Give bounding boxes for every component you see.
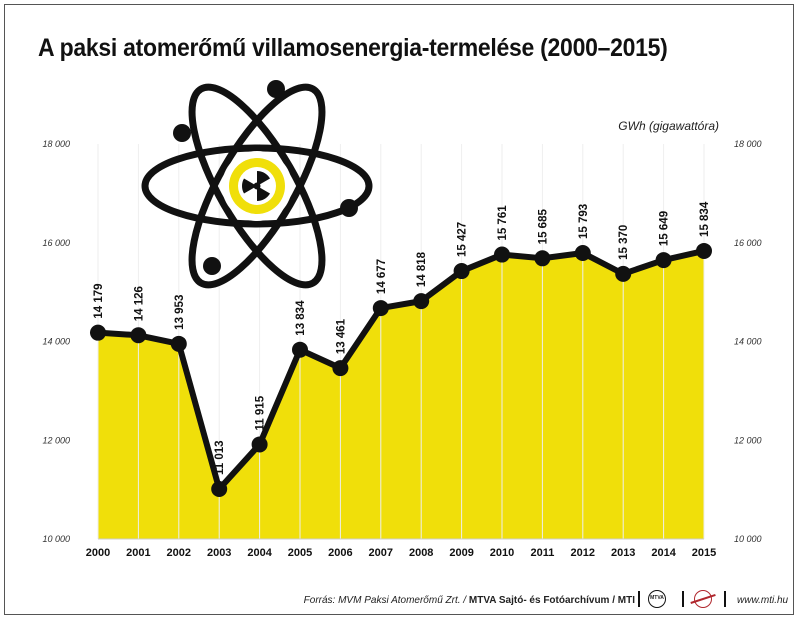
y-tick-label-left: 10 000 xyxy=(42,534,70,544)
y-tick-label-left: 16 000 xyxy=(42,238,70,248)
x-tick-label: 2014 xyxy=(651,547,676,559)
data-point xyxy=(534,250,551,267)
mtva-logo: MTVA xyxy=(648,590,666,608)
data-point xyxy=(292,341,308,358)
line-layer xyxy=(97,248,705,492)
data-point xyxy=(90,324,106,341)
atom-icon xyxy=(141,80,373,289)
x-tick-label: 2006 xyxy=(328,547,352,559)
value-label: 14 818 xyxy=(416,251,428,287)
mtva-logo-text: MTVA xyxy=(650,595,664,601)
x-tick-label: 2005 xyxy=(288,547,312,559)
x-tick-label: 2008 xyxy=(409,547,433,559)
y-tick-label-right: 18 000 xyxy=(734,139,762,149)
value-label: 13 834 xyxy=(295,300,307,336)
chart-title: A paksi atomerőmű villamosenergia-termel… xyxy=(38,34,668,62)
x-tick-label: 2010 xyxy=(490,547,514,559)
value-label: 11 915 xyxy=(255,395,267,430)
source-text: Forrás: MVM Paksi Atomerőmű Zrt. / MTVA … xyxy=(304,595,635,606)
source-prefix: Forrás: MVM Paksi Atomerőmű Zrt. / xyxy=(303,595,469,606)
unit-label: GWh (gigawattóra) xyxy=(618,119,719,133)
data-point xyxy=(170,335,187,352)
data-point xyxy=(130,327,147,344)
value-label: 15 649 xyxy=(659,211,671,246)
data-point xyxy=(372,300,389,317)
points-layer xyxy=(90,242,712,497)
chart-frame xyxy=(4,4,794,615)
y-tick-label-right: 10 000 xyxy=(734,534,762,544)
y-tick-label-right: 14 000 xyxy=(734,337,762,347)
data-point xyxy=(494,246,510,263)
area-layer xyxy=(98,250,704,540)
mti-logo xyxy=(694,590,712,608)
data-point xyxy=(615,265,632,282)
data-point xyxy=(696,242,712,259)
separator xyxy=(682,591,684,607)
y-tick-label-left: 12 000 xyxy=(42,435,70,445)
y-tick-label-right: 16 000 xyxy=(734,238,762,248)
y-tick-label-left: 18 000 xyxy=(42,139,70,149)
data-point xyxy=(453,263,470,280)
value-label: 15 427 xyxy=(457,222,469,257)
source-bold: MTVA Sajtó- és Fotóarchívum / MTI xyxy=(468,595,635,606)
value-label: 15 370 xyxy=(618,225,630,260)
footer: Forrás: MVM Paksi Atomerőmű Zrt. / MTVA … xyxy=(0,589,800,611)
x-tick-label: 2015 xyxy=(692,547,716,559)
value-label: 14 179 xyxy=(93,283,105,318)
value-label: 14 126 xyxy=(133,286,145,321)
data-point xyxy=(332,360,349,377)
y-tick-label-left: 14 000 xyxy=(42,337,70,347)
x-tick-label: 2004 xyxy=(247,547,272,559)
value-label: 15 834 xyxy=(699,201,711,237)
axis-layer: 2000 2001 2002 2003 2004 2005 2006 2007 2008 2009… xyxy=(42,139,761,559)
x-tick-label: 2009 xyxy=(449,547,473,559)
x-tick-label: 2012 xyxy=(571,547,595,559)
x-tick-label: 2000 xyxy=(86,547,110,559)
radiation-icon xyxy=(222,151,292,221)
x-tick-label: 2002 xyxy=(167,547,191,559)
x-tick-label: 2003 xyxy=(207,547,231,559)
x-tick-label: 2007 xyxy=(369,547,393,559)
value-label: 13 953 xyxy=(174,295,186,330)
data-point xyxy=(251,436,268,453)
x-tick-label: 2011 xyxy=(530,547,554,559)
data-point xyxy=(574,244,591,261)
value-label: 11 013 xyxy=(214,440,226,475)
separator xyxy=(724,591,726,607)
x-tick-label: 2001 xyxy=(126,547,150,559)
series-line xyxy=(97,248,705,492)
labels-layer: 14 179 14 126 13 953 11 013 11 915 13 834 13 4… xyxy=(93,201,711,475)
y-tick-label-right: 12 000 xyxy=(734,435,762,445)
value-label: 15 761 xyxy=(497,205,509,241)
x-tick-label: 2013 xyxy=(611,547,635,559)
website-link[interactable]: www.mti.hu xyxy=(737,595,789,606)
data-point xyxy=(655,252,672,269)
data-point xyxy=(413,293,430,310)
value-label: 15 793 xyxy=(578,204,590,239)
value-label: 13 461 xyxy=(335,318,347,354)
value-label: 15 685 xyxy=(537,209,549,245)
value-label: 14 677 xyxy=(376,259,388,294)
separator xyxy=(638,591,640,607)
grid-layer xyxy=(97,144,705,540)
area-fill xyxy=(98,250,704,540)
data-point xyxy=(211,480,228,497)
